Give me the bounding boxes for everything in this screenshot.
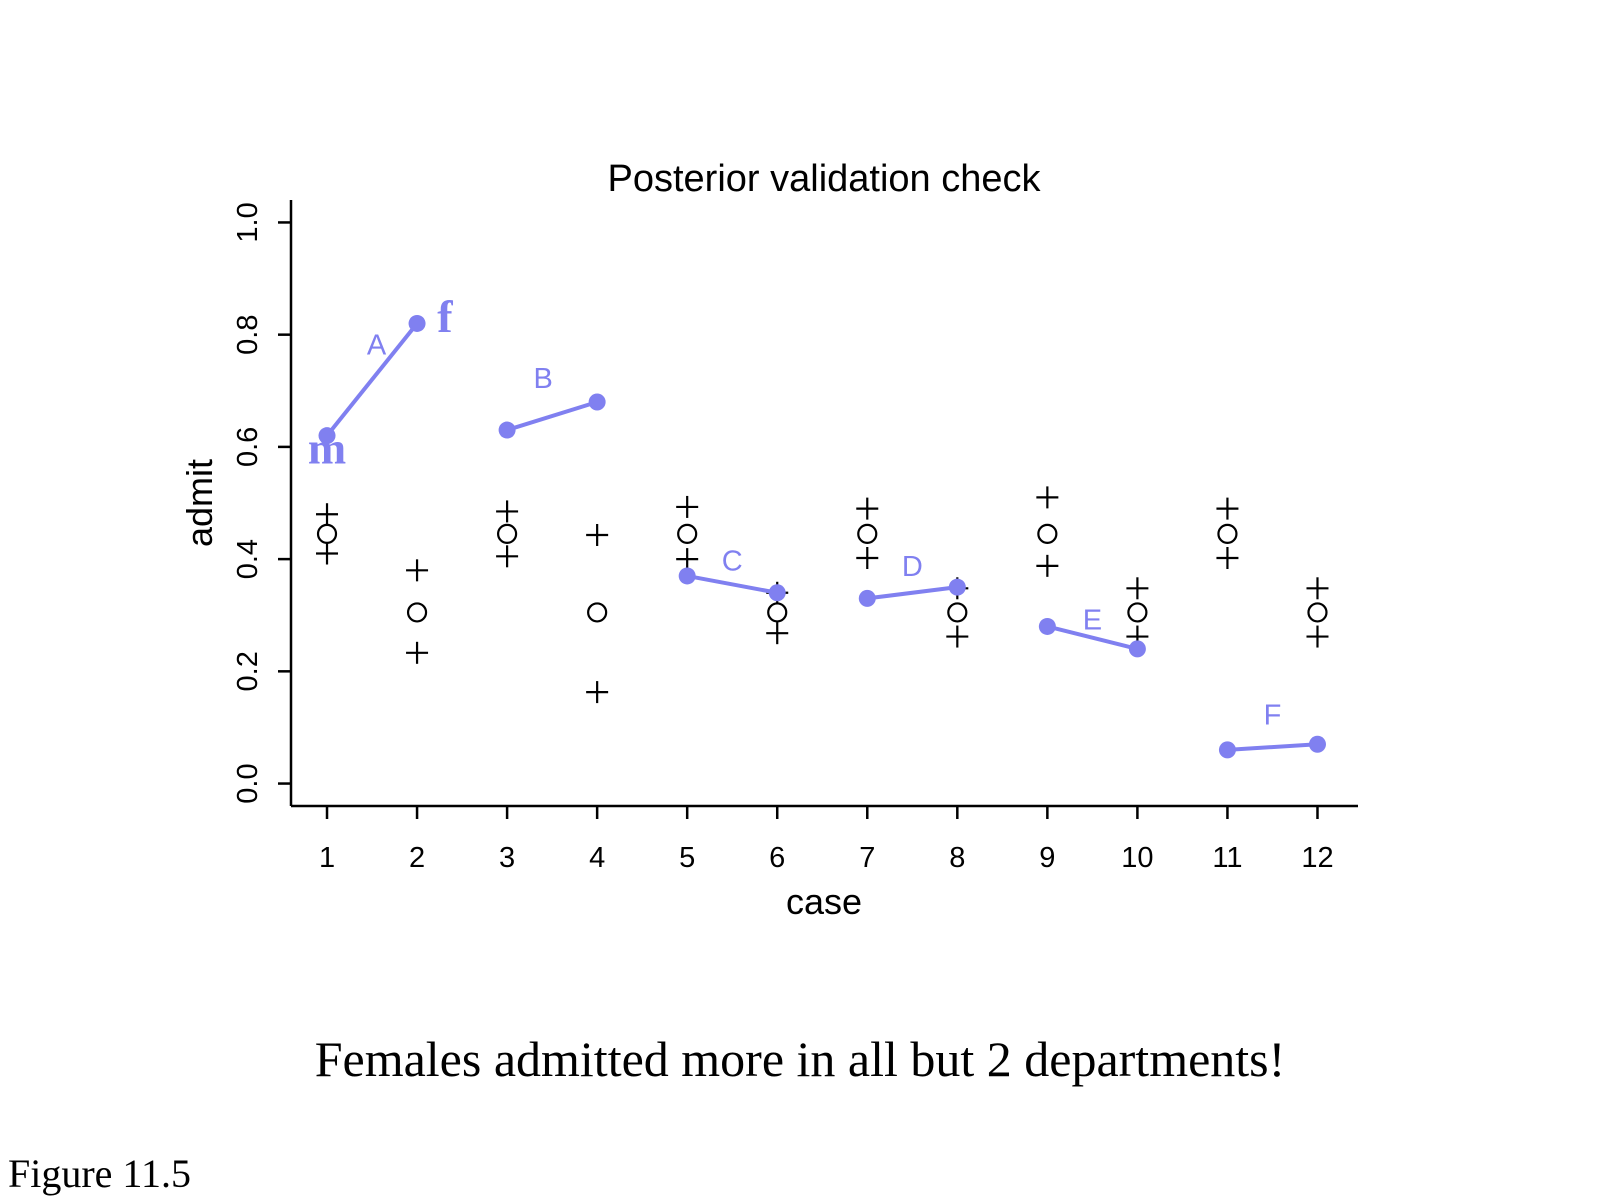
figure-label: Figure 11.5 xyxy=(8,1151,191,1196)
predicted-lower-bound xyxy=(1216,546,1239,569)
predicted-series xyxy=(316,486,1329,704)
predicted-upper-bound xyxy=(1306,577,1329,600)
dept-F-label: F xyxy=(1264,700,1282,732)
dept-E-male-point xyxy=(1038,617,1056,635)
predicted-mean-point xyxy=(857,523,878,544)
dept-F-female-point xyxy=(1308,735,1326,753)
predicted-lower-bound xyxy=(766,622,789,645)
predicted-mean-point xyxy=(677,523,698,544)
x-tick-label: 3 xyxy=(499,842,515,874)
dept-A-female-point xyxy=(408,314,426,332)
predicted-upper-bound xyxy=(676,495,699,518)
dept-E-label: E xyxy=(1083,604,1102,636)
predicted-mean-point xyxy=(406,602,428,623)
dept-C-male-point xyxy=(678,567,696,585)
observed-series: A B C D E Fm f xyxy=(308,291,1326,759)
predicted-upper-bound xyxy=(1216,497,1239,520)
predicted-upper-bound xyxy=(1036,486,1059,509)
dept-D-label: D xyxy=(902,551,923,583)
x-tick-label: 2 xyxy=(409,842,425,874)
predicted-upper-bound xyxy=(1126,577,1149,600)
dept-C-female-point xyxy=(768,584,786,602)
female-label: f xyxy=(437,291,453,342)
dept-B-label: B xyxy=(533,363,552,395)
predicted-lower-bound xyxy=(1306,625,1329,648)
dept-F-male-point xyxy=(1218,741,1236,759)
predicted-lower-bound xyxy=(946,625,969,648)
predicted-upper-bound xyxy=(586,523,609,546)
chart-title: Posterior validation check xyxy=(608,158,1042,200)
x-axis-label: case xyxy=(786,881,862,922)
predicted-mean-point xyxy=(587,602,608,623)
predicted-mean-point xyxy=(316,523,338,544)
y-tick-label: 0.6 xyxy=(232,427,264,467)
x-tick-label: 12 xyxy=(1301,842,1333,874)
dept-A-line xyxy=(325,322,419,437)
predicted-lower-bound xyxy=(316,542,339,565)
male-label: m xyxy=(308,423,346,474)
dept-E-line xyxy=(1046,624,1138,651)
predicted-lower-bound xyxy=(586,681,609,704)
predicted-lower-bound xyxy=(676,548,699,571)
dept-D-line xyxy=(867,585,958,601)
dept-C-label: C xyxy=(722,545,743,577)
y-tick-label: 0.4 xyxy=(232,539,264,579)
x-tick-label: 7 xyxy=(859,842,875,874)
dept-F-line xyxy=(1227,742,1318,752)
predicted-upper-bound xyxy=(406,559,429,582)
posterior-validation-chart: Posterior validation check 1 2 3 4 5 6 7 8 9 10 11… xyxy=(179,158,1358,922)
x-tick-label: 1 xyxy=(319,842,335,874)
predicted-mean-point xyxy=(497,523,518,544)
predicted-lower-bound xyxy=(406,641,429,664)
x-tick-label: 9 xyxy=(1039,842,1055,874)
predicted-mean-point xyxy=(1217,523,1238,544)
slide-caption: Females admitted more in all but 2 depar… xyxy=(314,1031,1286,1087)
dept-D-male-point xyxy=(858,589,876,607)
predicted-mean-point xyxy=(1307,602,1328,623)
y-tick-label: 1.0 xyxy=(232,202,264,242)
dept-A-label: A xyxy=(367,329,387,361)
dept-D-female-point xyxy=(948,578,966,596)
predicted-lower-bound xyxy=(496,545,519,568)
y-tick-label: 0.8 xyxy=(232,315,264,355)
dept-B-line xyxy=(506,400,598,432)
dept-C-line xyxy=(686,573,778,595)
x-tick-label: 4 xyxy=(589,842,605,874)
axes: 1 2 3 4 5 6 7 8 9 10 11 120.00.20.40.60.81.0 xyxy=(232,200,1358,874)
y-axis-label: admit xyxy=(179,459,220,547)
predicted-upper-bound xyxy=(496,500,519,523)
y-tick-label: 0.2 xyxy=(232,651,264,691)
x-tick-label: 6 xyxy=(769,842,785,874)
dept-E-female-point xyxy=(1128,640,1146,658)
x-tick-label: 11 xyxy=(1212,842,1242,874)
predicted-upper-bound xyxy=(856,497,879,520)
x-tick-label: 8 xyxy=(949,842,965,874)
predicted-mean-point xyxy=(1127,602,1148,623)
predicted-lower-bound xyxy=(1036,554,1059,577)
predicted-mean-point xyxy=(1037,523,1058,544)
x-tick-label: 5 xyxy=(679,842,695,874)
dept-A-male-point xyxy=(318,427,336,445)
dept-B-female-point xyxy=(588,393,606,411)
dept-B-male-point xyxy=(498,421,516,439)
x-tick-label: 10 xyxy=(1121,842,1153,874)
predicted-lower-bound xyxy=(856,546,879,569)
predicted-mean-point xyxy=(947,602,968,623)
y-tick-label: 0.0 xyxy=(232,763,264,803)
predicted-upper-bound xyxy=(316,503,339,526)
predicted-mean-point xyxy=(767,602,788,623)
